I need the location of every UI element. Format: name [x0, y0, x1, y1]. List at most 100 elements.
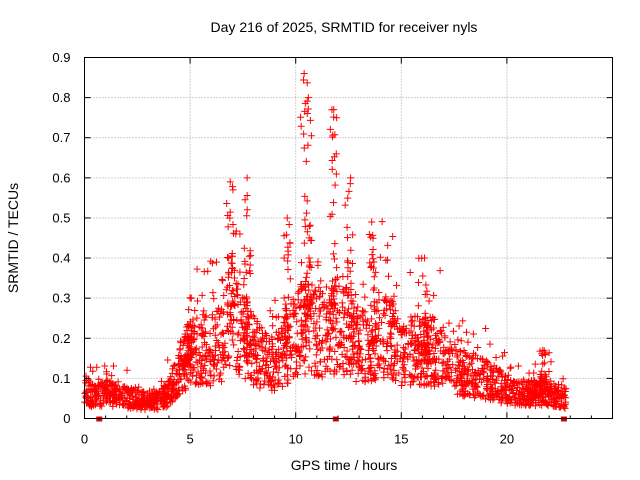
data-point	[302, 277, 310, 285]
data-point	[271, 296, 279, 304]
data-point	[318, 370, 326, 378]
data-point	[316, 358, 324, 366]
data-point	[298, 335, 306, 343]
data-point	[306, 221, 314, 229]
data-point	[464, 390, 472, 398]
data-point	[367, 301, 375, 309]
data-point	[303, 295, 311, 303]
data-point	[229, 300, 237, 308]
data-point	[449, 327, 457, 335]
data-point	[286, 275, 294, 283]
data-point	[368, 315, 376, 323]
data-point	[193, 265, 201, 273]
data-point	[387, 330, 395, 338]
data-point	[404, 340, 412, 348]
data-point	[370, 273, 378, 281]
data-point	[177, 352, 185, 360]
data-point	[427, 360, 435, 368]
data-point	[330, 106, 338, 114]
data-point	[329, 326, 337, 334]
data-point	[244, 359, 252, 367]
data-point	[290, 313, 298, 321]
data-point	[347, 279, 355, 287]
data-point	[284, 247, 292, 255]
data-point	[301, 99, 309, 107]
data-point	[297, 283, 305, 291]
y-axis-label: SRMTID / TECUs	[5, 183, 21, 293]
data-point	[540, 385, 548, 393]
data-point	[383, 347, 391, 355]
data-point	[301, 370, 309, 378]
data-point	[209, 377, 217, 385]
data-point	[210, 361, 218, 369]
data-point	[461, 366, 469, 374]
data-point	[306, 116, 314, 124]
data-point	[336, 328, 344, 336]
data-point	[422, 347, 430, 355]
data-point	[428, 343, 436, 351]
data-point	[382, 298, 390, 306]
data-point	[228, 287, 236, 295]
y-tick-label: 0.9	[52, 50, 70, 65]
data-point	[366, 340, 374, 348]
data-point	[284, 265, 292, 273]
data-point	[274, 335, 282, 343]
data-point	[228, 323, 236, 331]
data-point	[367, 363, 375, 371]
data-point	[253, 355, 261, 363]
data-point	[301, 107, 309, 115]
data-point	[203, 380, 211, 388]
data-point	[200, 307, 208, 315]
data-point	[303, 228, 311, 236]
data-point	[119, 383, 127, 391]
data-point	[432, 366, 440, 374]
data-point	[272, 350, 280, 358]
data-point	[321, 367, 329, 375]
data-point	[187, 369, 195, 377]
data-point	[240, 281, 248, 289]
data-point	[355, 337, 363, 345]
data-point	[285, 221, 293, 229]
data-point	[300, 302, 308, 310]
data-point	[421, 343, 429, 351]
data-point	[356, 342, 364, 350]
data-point	[228, 336, 236, 344]
data-point	[525, 377, 533, 385]
data-point	[404, 355, 412, 363]
data-point	[469, 385, 477, 393]
data-point	[415, 278, 423, 286]
data-point	[224, 310, 232, 318]
data-point	[326, 347, 334, 355]
data-point	[315, 312, 323, 320]
data-point	[147, 392, 155, 400]
data-point	[146, 404, 154, 412]
data-point	[179, 359, 187, 367]
y-tick-label: 0	[63, 411, 70, 426]
data-point	[371, 350, 379, 358]
data-point	[220, 353, 228, 361]
data-point	[551, 387, 559, 395]
data-point	[317, 277, 325, 285]
data-point	[418, 348, 426, 356]
data-point	[196, 351, 204, 359]
data-point	[435, 336, 443, 344]
data-point	[399, 344, 407, 352]
data-point	[357, 365, 365, 373]
data-point	[271, 386, 279, 394]
data-point	[225, 254, 233, 262]
data-point	[330, 255, 338, 263]
data-point	[200, 332, 208, 340]
data-point	[307, 236, 315, 244]
data-point	[314, 345, 322, 353]
data-point	[347, 174, 355, 182]
data-point	[215, 375, 223, 383]
data-point	[91, 396, 99, 404]
data-points	[81, 70, 570, 414]
data-point	[380, 297, 388, 305]
data-point	[388, 302, 396, 310]
data-point	[307, 132, 315, 140]
data-point	[228, 269, 236, 277]
data-point	[376, 253, 384, 261]
data-point	[457, 348, 465, 356]
data-point	[249, 312, 257, 320]
